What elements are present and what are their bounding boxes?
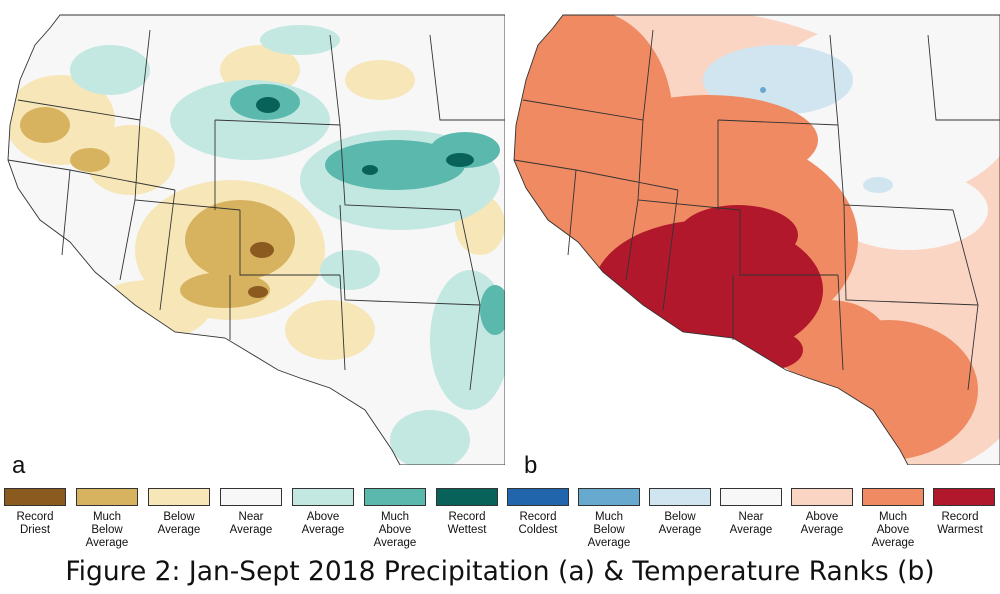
legend-label: Below Average xyxy=(658,511,702,536)
legend-swatch xyxy=(436,488,498,506)
precipitation-rank-map xyxy=(7,14,505,465)
legend-swatch xyxy=(862,488,924,506)
legend-swatch xyxy=(720,488,782,506)
legend-swatch xyxy=(292,488,354,506)
legend-swatch xyxy=(507,488,569,506)
legend-label: Record Driest xyxy=(16,511,54,536)
panel-label-b: b xyxy=(524,452,538,479)
legend-label: Much Below Average xyxy=(85,511,129,549)
figure-caption: Figure 2: Jan-Sept 2018 Precipitation (a… xyxy=(65,556,935,587)
legend-swatch xyxy=(364,488,426,506)
legend-swatch xyxy=(4,488,66,506)
legend-swatch xyxy=(791,488,853,506)
legend-swatch xyxy=(649,488,711,506)
legend-label: Record Warmest xyxy=(937,511,983,536)
panel-label-a: a xyxy=(12,452,26,479)
legend-label: Above Average xyxy=(800,511,844,536)
legend-label: Near Average xyxy=(229,511,273,536)
legend-swatch xyxy=(76,488,138,506)
temperature-rank-map xyxy=(513,14,1000,465)
legend-label: Record Coldest xyxy=(518,511,558,536)
legend-swatch xyxy=(933,488,995,506)
legend-swatch xyxy=(148,488,210,506)
legend-label: Near Average xyxy=(729,511,773,536)
legend-label: Above Average xyxy=(301,511,345,536)
legend-label: Much Above Average xyxy=(871,511,915,549)
legend-swatch xyxy=(220,488,282,506)
legend-label: Much Below Average xyxy=(587,511,631,549)
legend-label: Below Average xyxy=(157,511,201,536)
legend-swatch xyxy=(578,488,640,506)
legend-label: Much Above Average xyxy=(373,511,417,549)
legend-label: Record Wettest xyxy=(447,511,487,536)
